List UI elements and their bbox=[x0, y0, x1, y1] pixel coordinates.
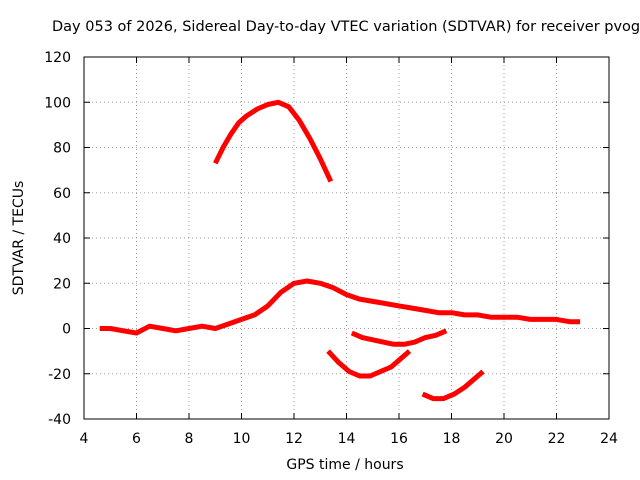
x-tick-label: 20 bbox=[495, 431, 513, 447]
x-tick-label: 10 bbox=[233, 431, 251, 447]
x-tick-label: 12 bbox=[285, 431, 303, 447]
y-tick-label: 100 bbox=[44, 95, 71, 111]
series-arc-dip bbox=[326, 349, 412, 379]
grid-lines bbox=[84, 57, 609, 419]
data-series bbox=[99, 99, 581, 402]
y-tick-label: 20 bbox=[53, 276, 71, 292]
x-tick-label: 22 bbox=[548, 431, 566, 447]
y-tick-label: 40 bbox=[53, 231, 71, 247]
axis-ticks: 4 6 8 10 12 14 16 18 20 22 24 -40 -20 0 20 40 60 80 100 120 bbox=[44, 50, 618, 447]
series-main-track bbox=[99, 278, 581, 336]
y-tick-label: -20 bbox=[48, 367, 71, 383]
x-tick-label: 24 bbox=[600, 431, 618, 447]
x-tick-label: 16 bbox=[390, 431, 408, 447]
y-tick-label: 60 bbox=[53, 186, 71, 202]
x-tick-label: 18 bbox=[443, 431, 461, 447]
x-tick-label: 14 bbox=[338, 431, 356, 447]
y-tick-label: 80 bbox=[53, 141, 71, 157]
x-axis-label: GPS time / hours bbox=[286, 457, 404, 473]
x-tick-label: 6 bbox=[132, 431, 141, 447]
series-arc-high bbox=[213, 99, 334, 183]
y-tick-label: 0 bbox=[62, 322, 71, 338]
series-arc-mid bbox=[350, 328, 448, 347]
x-tick-label: 4 bbox=[80, 431, 89, 447]
y-axis-label: SDTVAR / TECUs bbox=[11, 180, 27, 296]
series-arc-low bbox=[421, 369, 485, 402]
y-tick-label: -40 bbox=[48, 412, 71, 428]
x-tick-label: 8 bbox=[185, 431, 194, 447]
chart-title: Day 053 of 2026, Sidereal Day-to-day VTE… bbox=[52, 19, 640, 35]
y-tick-label: 120 bbox=[44, 50, 71, 66]
